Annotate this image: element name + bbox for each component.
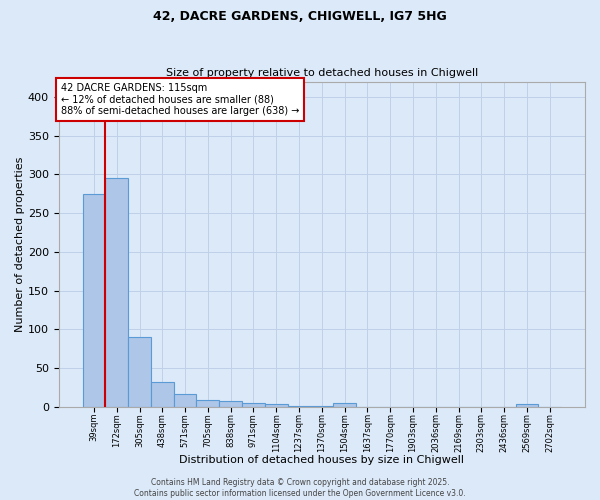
- Bar: [83, 194, 106, 406]
- Bar: [515, 404, 538, 406]
- Bar: [128, 337, 151, 406]
- Bar: [219, 402, 242, 406]
- Text: 42, DACRE GARDENS, CHIGWELL, IG7 5HG: 42, DACRE GARDENS, CHIGWELL, IG7 5HG: [153, 10, 447, 23]
- Y-axis label: Number of detached properties: Number of detached properties: [15, 156, 25, 332]
- Bar: [333, 403, 356, 406]
- Bar: [196, 400, 219, 406]
- Title: Size of property relative to detached houses in Chigwell: Size of property relative to detached ho…: [166, 68, 478, 78]
- X-axis label: Distribution of detached houses by size in Chigwell: Distribution of detached houses by size …: [179, 455, 464, 465]
- Text: 42 DACRE GARDENS: 115sqm
← 12% of detached houses are smaller (88)
88% of semi-d: 42 DACRE GARDENS: 115sqm ← 12% of detach…: [61, 83, 299, 116]
- Text: Contains HM Land Registry data © Crown copyright and database right 2025.
Contai: Contains HM Land Registry data © Crown c…: [134, 478, 466, 498]
- Bar: [265, 404, 287, 406]
- Bar: [151, 382, 173, 406]
- Bar: [173, 394, 196, 406]
- Bar: [242, 403, 265, 406]
- Bar: [106, 178, 128, 406]
